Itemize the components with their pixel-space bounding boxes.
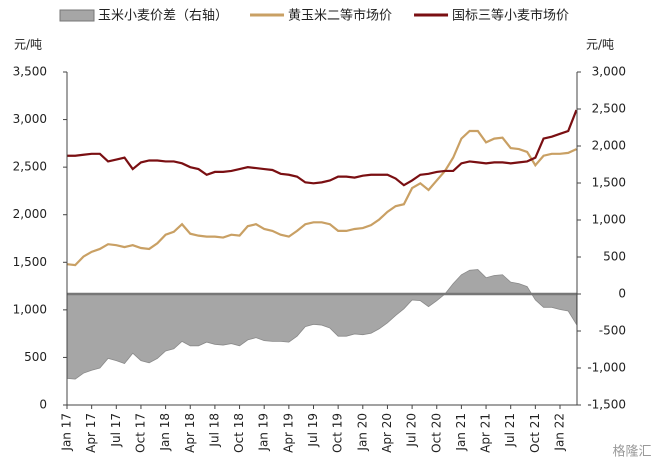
x-tick-label: Apr 21	[479, 413, 493, 453]
y2-tick-label: 2,500	[592, 102, 626, 116]
x-tick-label: Jul 19	[306, 413, 320, 448]
y-tick-label: 3,000	[13, 112, 47, 126]
line	[67, 109, 578, 187]
y2-tick-label: -1,500	[587, 398, 626, 412]
x-tick-label: Jan 20	[355, 413, 369, 452]
legend-swatch	[59, 9, 95, 22]
y-unit-right: 元/吨	[586, 38, 614, 52]
y2-tick-label: 1,500	[592, 176, 626, 190]
y-tick-label: 1,500	[13, 255, 47, 269]
x-tick-label: Jul 21	[503, 413, 517, 448]
x-tick-label: Jan 22	[553, 413, 567, 452]
x-tick-label: Oct 21	[528, 413, 542, 453]
y2-tick-label: 1,000	[592, 213, 626, 227]
x-tick-label: Apr 17	[84, 413, 98, 453]
legend-label: 国标三等小麦市场价	[452, 8, 569, 24]
y2-tick-label: 500	[603, 250, 626, 264]
x-tick-label: Jan 17	[60, 413, 74, 452]
x-tick-label: Jan 19	[257, 413, 271, 452]
x-tick-label: Oct 18	[232, 413, 246, 453]
y2-tick-label: 3,000	[592, 65, 626, 79]
legend-label: 玉米小麦价差（右轴）	[98, 9, 228, 24]
x-tick-label: Oct 20	[429, 413, 443, 453]
x-tick-label: Oct 19	[331, 413, 345, 453]
y2-tick-label: -1,000	[587, 361, 626, 375]
x-tick-label: Jul 20	[405, 413, 419, 448]
x-tick-label: Apr 18	[183, 413, 197, 453]
x-tick-label: Jul 18	[207, 413, 221, 448]
x-tick-label: Apr 20	[380, 413, 394, 453]
legend-label: 黄玉米二等市场价	[288, 8, 392, 24]
line	[66, 129, 577, 267]
y2-tick-label: 0	[618, 287, 626, 301]
x-tick-label: Jan 18	[158, 413, 172, 452]
y2-tick-label: 2,000	[592, 139, 626, 153]
x-tick-label: Oct 17	[133, 413, 147, 453]
y-tick-label: 0	[39, 398, 47, 412]
watermark: 格隆汇	[612, 444, 651, 460]
y2-tick-label: -500	[599, 324, 626, 338]
y-tick-label: 3,500	[13, 65, 47, 79]
y-tick-label: 2,500	[13, 160, 47, 174]
y-tick-label: 1,000	[13, 302, 47, 316]
y-tick-label: 2,000	[13, 207, 47, 221]
area	[66, 269, 577, 380]
y-unit-left: 元/吨	[14, 38, 42, 52]
x-tick-label: Apr 19	[281, 413, 295, 453]
y-tick-label: 500	[24, 350, 47, 364]
x-tick-label: Jul 17	[109, 413, 123, 448]
x-tick-label: Jan 21	[454, 413, 468, 452]
